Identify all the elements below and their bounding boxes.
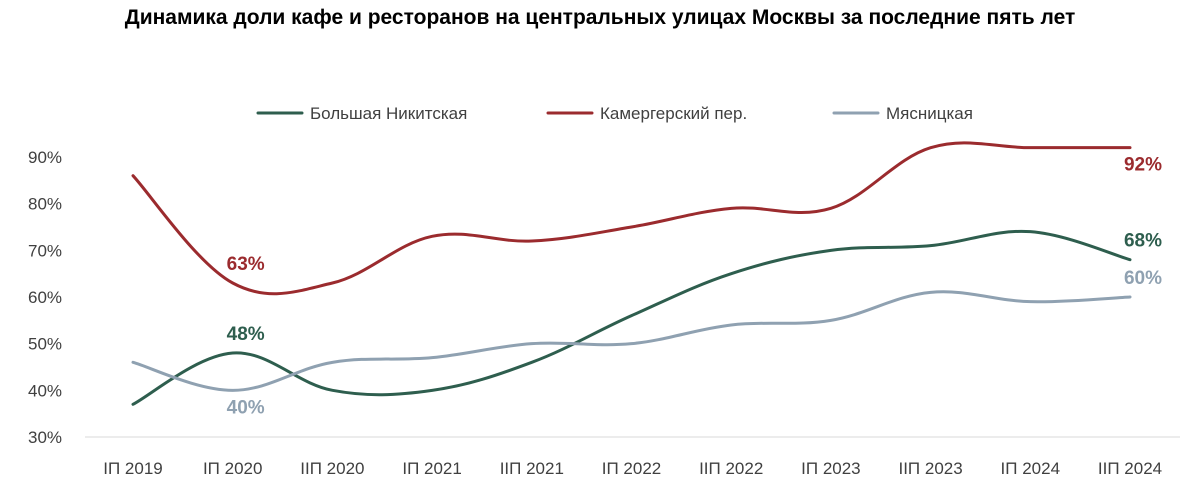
x-tick-label: IIП 2022 xyxy=(699,459,763,478)
x-axis-ticks: IП 2019 IП 2020 IIП 2020 IП 2021 IIП 2021 IП … xyxy=(103,459,1162,478)
data-label: 68% xyxy=(1124,231,1162,252)
legend-label: Камергерский пер. xyxy=(600,104,747,123)
data-labels: 48% 68% 63% 92% 40% 60% xyxy=(227,155,1162,419)
series-line xyxy=(131,141,1132,296)
x-tick-label: IП 2020 xyxy=(203,459,262,478)
legend-label: Мясницкая xyxy=(886,104,973,123)
data-label: 40% xyxy=(227,397,265,418)
y-tick-label: 50% xyxy=(28,335,62,354)
legend-label: Большая Никитская xyxy=(310,104,467,123)
y-tick-label: 60% xyxy=(28,288,62,307)
y-tick-label: 70% xyxy=(28,241,62,260)
x-tick-label: IП 2022 xyxy=(602,459,661,478)
data-label: 60% xyxy=(1124,268,1162,289)
x-tick-label: IIП 2024 xyxy=(1098,459,1162,478)
x-tick-label: IП 2023 xyxy=(801,459,860,478)
data-label: 63% xyxy=(227,254,265,275)
series-line xyxy=(131,229,1132,406)
x-tick-label: IП 2021 xyxy=(402,459,461,478)
series-line xyxy=(131,290,1132,392)
x-tick-label: IП 2024 xyxy=(1001,459,1060,478)
y-tick-label: 80% xyxy=(28,195,62,214)
y-tick-label: 90% xyxy=(28,148,62,167)
chart-title: Динамика доли кафе и ресторанов на центр… xyxy=(124,6,1076,29)
x-tick-label: IIП 2021 xyxy=(500,459,564,478)
data-label: 48% xyxy=(227,324,265,345)
data-label: 92% xyxy=(1124,155,1162,176)
y-axis-ticks: 30% 40% 50% 60% 70% 80% 90% xyxy=(28,148,62,447)
series-lines xyxy=(131,141,1132,406)
x-tick-label: IIП 2020 xyxy=(300,459,364,478)
y-tick-label: 40% xyxy=(28,381,62,400)
x-tick-label: IIП 2023 xyxy=(898,459,962,478)
y-tick-label: 30% xyxy=(28,428,62,447)
legend: Большая Никитская Камергерский пер. Мясниц… xyxy=(256,104,973,123)
x-tick-label: IП 2019 xyxy=(103,459,162,478)
